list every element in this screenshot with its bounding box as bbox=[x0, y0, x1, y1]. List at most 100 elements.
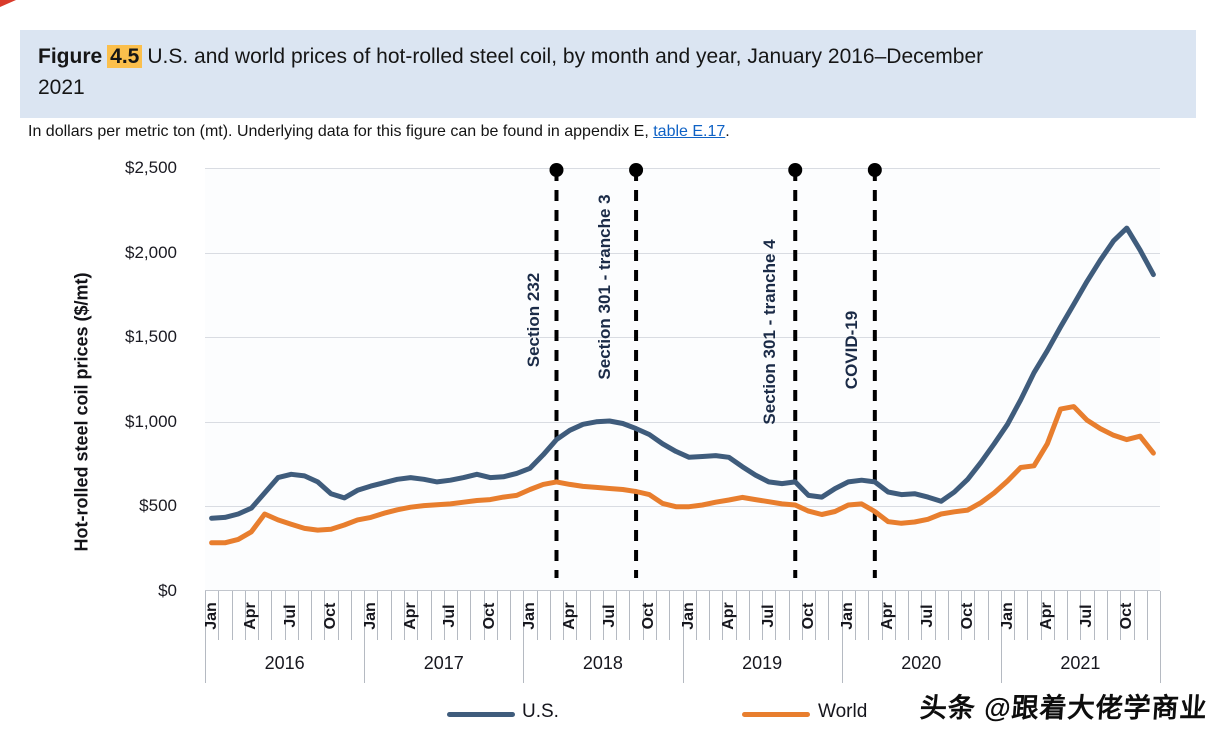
month-tick bbox=[762, 591, 764, 640]
month-tick bbox=[576, 591, 578, 640]
month-tick bbox=[656, 591, 657, 640]
month-tick bbox=[496, 591, 498, 640]
month-tick bbox=[748, 591, 750, 640]
annotation-marker-dot bbox=[629, 163, 644, 177]
month-tick bbox=[350, 591, 352, 640]
series-svg bbox=[209, 163, 1156, 578]
month-tick bbox=[377, 591, 379, 640]
month-tick-label: Jan bbox=[998, 602, 1016, 630]
figure-number-highlight: 4.5 bbox=[107, 45, 143, 68]
year-tick bbox=[841, 591, 843, 683]
month-tick bbox=[218, 591, 220, 640]
month-tick bbox=[709, 591, 710, 640]
month-tick bbox=[563, 591, 565, 640]
month-tick-label: Jul bbox=[441, 604, 459, 628]
month-tick bbox=[947, 591, 949, 640]
figure-title-line1: U.S. and world prices of hot-rolled stee… bbox=[147, 45, 984, 68]
month-tick bbox=[1014, 591, 1016, 640]
month-tick bbox=[1146, 591, 1148, 640]
figure-title: Figure 4.5 U.S. and world prices of hot-ro… bbox=[38, 41, 1178, 103]
month-tick-label: Apr bbox=[719, 602, 737, 630]
month-tick-label: Jul bbox=[759, 604, 777, 628]
figure-label: Figure bbox=[38, 45, 103, 68]
year-tick bbox=[523, 591, 525, 683]
month-tick bbox=[536, 591, 538, 640]
month-tick bbox=[987, 591, 989, 640]
month-tick bbox=[908, 591, 909, 640]
month-tick bbox=[470, 591, 472, 640]
month-tick-label: Jul bbox=[282, 604, 300, 628]
month-tick bbox=[1027, 591, 1029, 640]
month-tick bbox=[404, 591, 405, 640]
month-tick bbox=[483, 591, 485, 640]
month-tick bbox=[695, 591, 697, 640]
y-tick-label: $1,000 bbox=[125, 411, 177, 431]
month-tick-label: Jan bbox=[839, 602, 857, 630]
month-tick-label: Jul bbox=[918, 604, 936, 628]
month-tick bbox=[1133, 591, 1135, 640]
month-tick bbox=[589, 591, 591, 640]
month-tick bbox=[1106, 591, 1108, 640]
month-tick bbox=[722, 591, 724, 640]
gridline bbox=[205, 252, 1160, 254]
month-tick-label: Oct bbox=[640, 602, 658, 630]
month-tick bbox=[258, 591, 260, 640]
y-tick-label: $0 bbox=[158, 581, 177, 600]
month-tick bbox=[642, 591, 644, 640]
month-tick bbox=[815, 591, 817, 640]
month-tick-label: Apr bbox=[401, 602, 419, 630]
y-tick-label: $500 bbox=[139, 496, 177, 516]
us-series-line bbox=[209, 225, 1156, 521]
month-tick bbox=[1080, 591, 1082, 640]
month-tick bbox=[1093, 591, 1095, 640]
plot-area: Section 232 Section 301 - tranche 3 Sectio… bbox=[205, 163, 1160, 591]
month-tick-label: Oct bbox=[1117, 602, 1135, 630]
x-axis-line bbox=[205, 590, 1160, 591]
month-tick bbox=[828, 591, 830, 640]
month-tick bbox=[868, 591, 870, 640]
annotation-marker-dot bbox=[549, 163, 564, 177]
year-label: 2020 bbox=[901, 653, 942, 673]
month-tick bbox=[457, 591, 458, 640]
month-tick bbox=[974, 591, 976, 640]
world-series-line bbox=[209, 404, 1156, 546]
corner-mark bbox=[0, 0, 16, 7]
month-tick bbox=[629, 591, 631, 640]
y-axis-tick-labels: $0 $500 $1,000 $1,500 $2,000 $2,500 bbox=[85, 0, 177, 738]
month-tick bbox=[1067, 591, 1069, 640]
y-tick-label: $2,500 bbox=[125, 158, 177, 177]
annotation-label: Section 301 - tranche 3 bbox=[595, 194, 614, 380]
month-tick bbox=[337, 591, 339, 640]
month-tick bbox=[1040, 591, 1042, 640]
year-label: 2019 bbox=[742, 653, 783, 673]
month-tick bbox=[1120, 591, 1122, 640]
month-tick bbox=[881, 591, 883, 640]
month-tick bbox=[961, 591, 962, 640]
month-tick bbox=[417, 591, 419, 640]
x-axis: Jan Apr Jul Oct Jan Apr Jul Oct Jan Apr Jul Oct Jan A… bbox=[203, 591, 1161, 691]
month-tick-label: Jan bbox=[680, 602, 698, 630]
appendix-table-link[interactable]: table E.17 bbox=[653, 123, 726, 140]
month-tick bbox=[244, 591, 246, 640]
month-tick bbox=[510, 591, 512, 640]
legend-swatch-us bbox=[447, 712, 515, 717]
figure-note-suffix: . bbox=[725, 123, 730, 140]
month-tick bbox=[311, 591, 313, 640]
annotation-marker-dot bbox=[788, 163, 803, 177]
annotation-label: Section 232 bbox=[524, 272, 543, 368]
month-tick bbox=[788, 591, 790, 640]
legend-label-us: U.S. bbox=[522, 701, 559, 722]
figure-note-text: In dollars per metric ton (mt). Underlyi… bbox=[28, 123, 654, 140]
month-tick bbox=[669, 591, 671, 640]
year-label: 2016 bbox=[264, 653, 305, 673]
gridline bbox=[205, 337, 1160, 339]
month-tick bbox=[801, 591, 803, 640]
month-tick bbox=[443, 591, 445, 640]
year-tick bbox=[205, 591, 206, 683]
month-tick bbox=[735, 591, 737, 640]
month-tick-label: Jan bbox=[521, 602, 538, 630]
annotation-label: Section 301 - tranche 4 bbox=[760, 239, 779, 425]
month-tick bbox=[284, 591, 286, 640]
month-tick-label: Oct bbox=[958, 602, 976, 630]
